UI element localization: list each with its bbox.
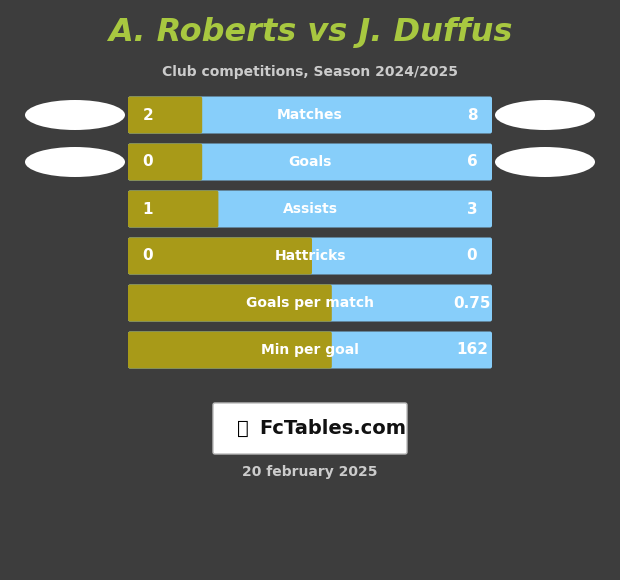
FancyBboxPatch shape — [128, 143, 492, 180]
FancyBboxPatch shape — [213, 403, 407, 454]
Text: 2: 2 — [143, 107, 153, 122]
Ellipse shape — [495, 100, 595, 130]
FancyBboxPatch shape — [128, 285, 492, 321]
Text: 1: 1 — [143, 201, 153, 216]
FancyBboxPatch shape — [128, 285, 332, 321]
FancyBboxPatch shape — [128, 237, 312, 274]
Ellipse shape — [25, 147, 125, 177]
FancyBboxPatch shape — [128, 96, 492, 133]
Text: Assists: Assists — [283, 202, 337, 216]
FancyBboxPatch shape — [128, 190, 492, 227]
Text: 6: 6 — [467, 154, 477, 169]
Text: A. Roberts vs J. Duffus: A. Roberts vs J. Duffus — [108, 16, 512, 48]
Text: 0: 0 — [143, 154, 153, 169]
Text: 8: 8 — [467, 107, 477, 122]
Text: Goals: Goals — [288, 155, 332, 169]
Text: 20 february 2025: 20 february 2025 — [242, 465, 378, 479]
Ellipse shape — [495, 147, 595, 177]
Text: 162: 162 — [456, 343, 488, 357]
Text: 0: 0 — [143, 248, 153, 263]
Text: 0: 0 — [467, 248, 477, 263]
Text: 3: 3 — [467, 201, 477, 216]
Text: 0.75: 0.75 — [453, 295, 491, 310]
Ellipse shape — [25, 100, 125, 130]
FancyBboxPatch shape — [128, 332, 492, 368]
FancyBboxPatch shape — [128, 237, 492, 274]
FancyBboxPatch shape — [128, 190, 218, 227]
Text: Hattricks: Hattricks — [274, 249, 346, 263]
FancyBboxPatch shape — [128, 143, 202, 180]
FancyBboxPatch shape — [128, 332, 332, 368]
Text: Min per goal: Min per goal — [261, 343, 359, 357]
Text: FcTables.com: FcTables.com — [259, 419, 406, 438]
Text: 📈: 📈 — [237, 419, 249, 438]
FancyBboxPatch shape — [128, 96, 202, 133]
Text: Goals per match: Goals per match — [246, 296, 374, 310]
Text: Club competitions, Season 2024/2025: Club competitions, Season 2024/2025 — [162, 65, 458, 79]
Text: Matches: Matches — [277, 108, 343, 122]
